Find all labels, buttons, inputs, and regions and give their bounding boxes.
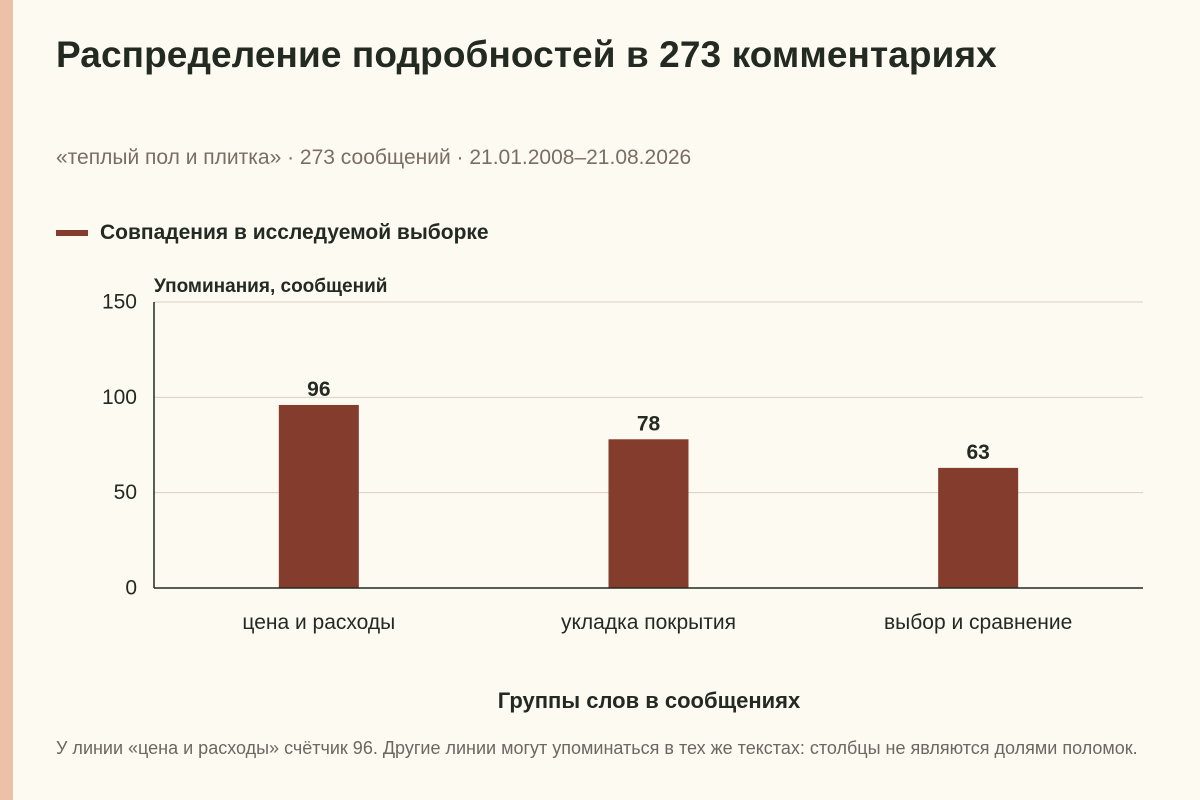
x-axis-title: Группы слов в сообщениях bbox=[498, 688, 801, 713]
bar bbox=[278, 404, 359, 588]
y-tick-label: 100 bbox=[102, 386, 137, 409]
x-tick-label: цена и расходы bbox=[242, 611, 395, 634]
bars: 96 78 63 bbox=[278, 378, 1019, 588]
chart-title: Распределение подробностей в 273 коммент… bbox=[56, 34, 997, 75]
accent-bar bbox=[0, 0, 13, 800]
y-tick-label: 150 bbox=[102, 291, 137, 314]
footnote: У линии «цена и расходы» счётчик 96. Дру… bbox=[56, 738, 1138, 758]
x-tick-label: выбор и сравнение bbox=[884, 611, 1072, 634]
bar-value-label: 96 bbox=[307, 378, 330, 401]
x-axis: цена и расходы укладка покрытия выбор и ср… bbox=[154, 587, 1143, 634]
y-tick-label: 0 bbox=[125, 577, 137, 600]
bar bbox=[938, 467, 1019, 588]
y-tick-label: 50 bbox=[114, 481, 137, 504]
bar-value-label: 63 bbox=[966, 441, 989, 464]
legend-swatch bbox=[56, 230, 88, 236]
y-axis: 0 50 100 150 bbox=[102, 291, 155, 600]
bar-value-label: 78 bbox=[637, 412, 661, 435]
x-tick-label: укладка покрытия bbox=[561, 611, 736, 634]
legend-label: Совпадения в исследуемой выборке bbox=[100, 221, 489, 244]
legend: Совпадения в исследуемой выборке bbox=[56, 218, 489, 248]
y-axis-title: Упоминания, сообщений bbox=[154, 276, 387, 297]
chart-subtitle: «теплый пол и плитка» · 273 сообщений · … bbox=[56, 146, 692, 169]
bar bbox=[608, 439, 689, 588]
